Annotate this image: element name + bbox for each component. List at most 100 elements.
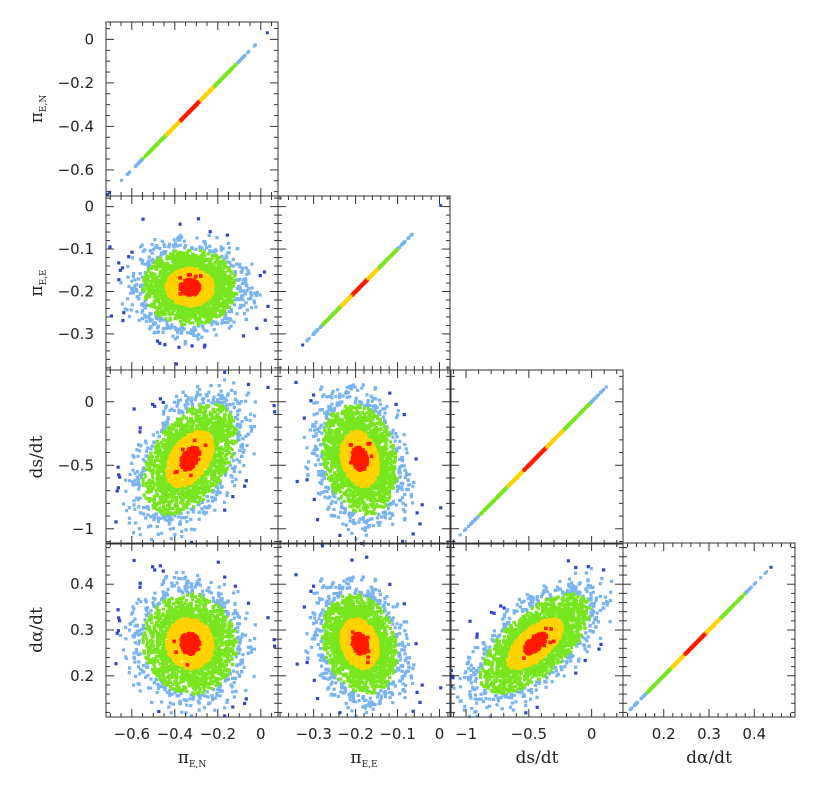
data-point (229, 324, 233, 328)
data-point (138, 292, 142, 296)
data-point (127, 506, 131, 510)
data-point (204, 267, 209, 271)
data-point (161, 289, 165, 293)
data-point (171, 526, 175, 531)
data-point (238, 306, 242, 310)
data-point (212, 328, 216, 332)
data-point (136, 294, 140, 299)
data-point (229, 293, 233, 297)
data-point (189, 307, 193, 311)
data-point (232, 264, 236, 268)
data-point (205, 259, 209, 263)
data-point (150, 302, 154, 306)
data-point (124, 478, 128, 482)
data-point (132, 531, 136, 535)
data-point (193, 315, 197, 319)
data-point (221, 259, 225, 263)
data-point (196, 318, 200, 322)
data-point (220, 321, 224, 325)
data-point (179, 319, 183, 324)
data-point (189, 399, 194, 404)
data-point (380, 263, 384, 267)
data-point (193, 398, 197, 402)
data-point (163, 307, 167, 311)
data-point (137, 478, 141, 482)
data-point (235, 286, 239, 290)
data-point (117, 261, 121, 265)
data-point (178, 520, 182, 524)
data-point (148, 249, 152, 253)
data-point (367, 276, 370, 280)
data-point (176, 312, 180, 316)
data-point (165, 323, 169, 327)
data-point (225, 260, 229, 264)
data-point (175, 335, 179, 339)
data-point (188, 285, 192, 289)
data-point (180, 529, 184, 534)
data-point (209, 309, 213, 313)
data-point (185, 303, 189, 307)
data-point (225, 317, 229, 321)
data-point (247, 287, 251, 291)
data-point (173, 533, 177, 537)
data-point (166, 421, 170, 426)
data-point (149, 312, 153, 316)
panel-r1-c1 (277, 195, 451, 371)
data-point (157, 297, 161, 301)
data-point (119, 178, 123, 182)
data-point (190, 246, 194, 250)
data-point (239, 444, 243, 448)
data-point (244, 416, 248, 420)
data-point (125, 308, 129, 312)
data-point (138, 496, 142, 500)
data-point (273, 410, 277, 414)
data-point (229, 270, 233, 274)
data-point (185, 267, 189, 271)
data-point (223, 261, 227, 265)
data-point (140, 261, 144, 265)
data-point (171, 334, 175, 338)
data-point (233, 274, 237, 278)
data-point (245, 443, 249, 448)
data-point (364, 279, 368, 283)
data-point (162, 242, 166, 246)
data-point (218, 281, 222, 285)
data-point (174, 394, 179, 398)
data-point (135, 470, 139, 474)
data-point (170, 127, 174, 131)
data-point (155, 305, 159, 309)
data-point (186, 253, 190, 257)
data-point (352, 291, 356, 295)
data-point (361, 282, 365, 286)
data-point (196, 337, 200, 341)
data-point (229, 289, 233, 293)
data-point (243, 312, 247, 316)
data-point (189, 518, 193, 522)
data-point (155, 339, 160, 343)
data-point (221, 247, 225, 251)
data-point (238, 448, 242, 452)
data-point (190, 328, 194, 332)
data-point (194, 247, 198, 251)
data-point (165, 254, 169, 258)
data-point (151, 277, 155, 281)
data-point (219, 245, 223, 249)
data-point (195, 334, 199, 338)
data-point (133, 278, 137, 282)
data-point (144, 153, 148, 157)
data-point (252, 301, 257, 305)
data-point (116, 486, 120, 490)
data-point (128, 472, 132, 477)
data-point (204, 93, 208, 97)
data-point (197, 304, 201, 308)
data-point (241, 450, 245, 454)
data-point (148, 317, 152, 321)
data-point (245, 272, 249, 277)
data-point (199, 262, 203, 266)
data-point (152, 440, 156, 445)
data-point (249, 306, 254, 310)
data-point (211, 499, 215, 503)
data-point (203, 242, 208, 246)
data-point (223, 294, 227, 299)
data-point (153, 330, 157, 334)
